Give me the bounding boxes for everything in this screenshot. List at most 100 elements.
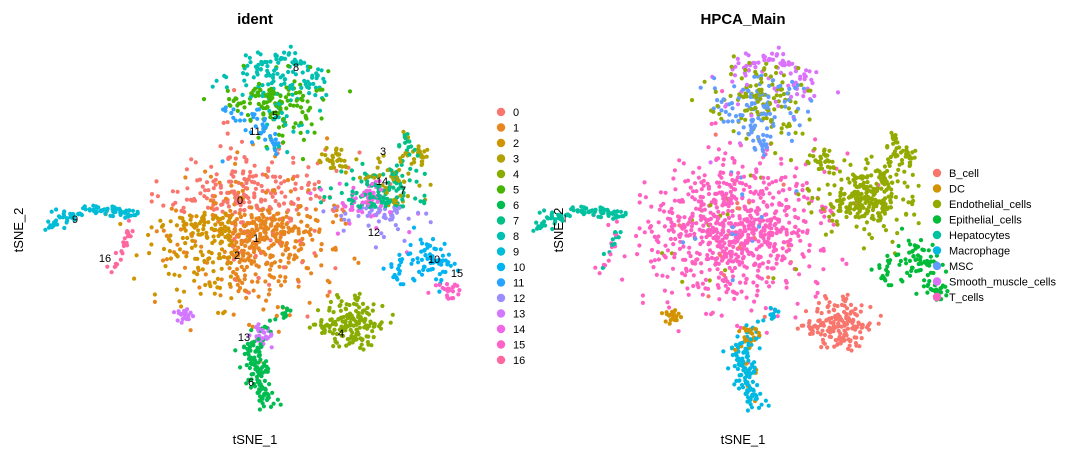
cell-point: [746, 226, 752, 231]
cell-point: [286, 208, 291, 213]
cell-point: [868, 304, 873, 310]
cell-point: [276, 101, 282, 107]
cell-point: [339, 190, 344, 196]
cell-point: [753, 69, 758, 74]
cell-point: [109, 270, 114, 275]
hpca-legend-label-endothelial_cells: Endothelial_cells: [949, 199, 1032, 211]
cell-point: [721, 119, 726, 124]
cell-point: [743, 381, 749, 386]
cell-point: [780, 80, 785, 85]
cell-point: [927, 279, 932, 284]
cell-point: [189, 157, 194, 162]
cell-point: [781, 73, 787, 78]
cell-point: [318, 200, 324, 205]
cell-point: [175, 189, 180, 194]
hpca-legend-key-dc: [932, 184, 942, 193]
cell-point: [825, 328, 831, 333]
cell-point: [164, 257, 169, 262]
cell-point: [763, 72, 768, 77]
cell-point: [737, 92, 742, 97]
cell-point: [895, 231, 900, 236]
cell-point: [255, 327, 261, 332]
cluster-label-15: 15: [451, 268, 463, 280]
cell-point: [683, 257, 688, 262]
cell-point: [649, 229, 654, 234]
cell-point: [330, 322, 335, 327]
cell-point: [784, 197, 789, 202]
cell-point: [358, 204, 363, 210]
cell-point: [897, 162, 902, 167]
cell-point: [287, 51, 292, 56]
cell-point: [750, 236, 755, 241]
cell-point: [918, 261, 923, 266]
cell-point: [748, 366, 753, 371]
cell-point: [719, 116, 724, 121]
cell-point: [794, 231, 800, 236]
cell-point: [741, 254, 746, 260]
cell-point: [317, 158, 322, 163]
cell-point: [249, 244, 254, 249]
cell-point: [761, 318, 766, 323]
cell-point: [185, 186, 190, 191]
cell-point: [299, 185, 304, 191]
cell-point: [371, 302, 376, 307]
cell-point: [235, 267, 240, 272]
cell-point: [774, 226, 779, 231]
cell-point: [667, 321, 672, 326]
cell-point: [177, 273, 182, 278]
cell-point: [388, 217, 393, 222]
cell-point: [806, 88, 811, 93]
cell-point: [257, 398, 262, 403]
cell-point: [234, 249, 239, 254]
cell-point: [440, 253, 445, 258]
cell-point: [813, 294, 818, 299]
cell-point: [164, 233, 169, 238]
cell-point: [146, 232, 151, 238]
cell-point: [762, 58, 767, 63]
cell-point: [256, 337, 261, 342]
cell-point: [754, 93, 759, 98]
ident-legend-key-16: [496, 355, 506, 365]
cell-point: [759, 402, 764, 407]
cell-point: [188, 217, 193, 222]
cell-point: [776, 190, 782, 195]
cell-point: [921, 284, 927, 289]
cell-point: [418, 237, 423, 242]
ident-legend-label-12: 12: [513, 293, 525, 305]
cell-point: [818, 248, 823, 253]
cell-point: [766, 94, 771, 100]
cell-point: [252, 220, 257, 225]
cell-point: [825, 345, 830, 350]
cell-point: [218, 216, 223, 222]
cell-point: [198, 249, 203, 254]
cell-point: [160, 258, 166, 263]
cell-point: [258, 342, 263, 347]
cell-point: [266, 292, 271, 297]
cell-point: [831, 307, 836, 312]
cell-point: [218, 190, 224, 196]
cell-point: [744, 265, 749, 270]
cell-point: [906, 200, 911, 205]
cell-point: [737, 141, 743, 146]
cell-point: [226, 204, 231, 209]
cell-point: [749, 101, 755, 107]
ident-legend-label-14: 14: [513, 324, 525, 336]
cell-point: [781, 122, 786, 127]
cell-point: [212, 194, 217, 199]
cell-point: [680, 279, 685, 284]
cell-point: [912, 212, 917, 217]
cell-point: [744, 338, 749, 343]
cell-point: [904, 211, 909, 216]
cell-point: [260, 93, 265, 99]
cell-point: [203, 272, 208, 277]
cell-point: [248, 60, 253, 65]
cell-point: [654, 272, 659, 277]
cell-point: [248, 117, 253, 122]
cell-point: [598, 208, 603, 213]
cell-point: [885, 168, 890, 174]
cell-point: [881, 224, 886, 229]
cell-point: [332, 327, 337, 332]
cell-point: [256, 135, 261, 140]
ident-points: [43, 44, 462, 412]
